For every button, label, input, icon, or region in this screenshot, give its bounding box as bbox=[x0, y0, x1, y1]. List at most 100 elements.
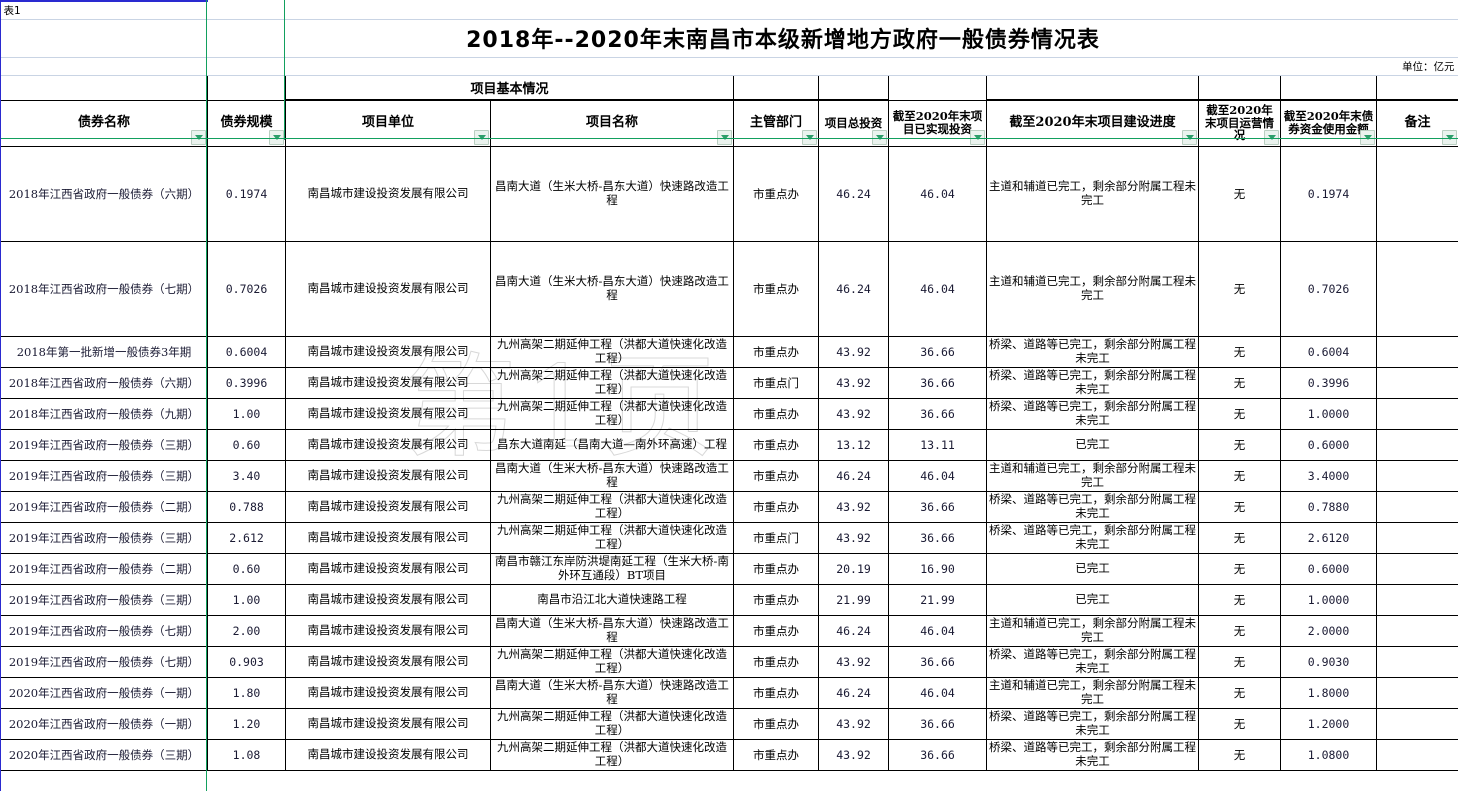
cell-project-name[interactable]: 九州高架二期延伸工程（洪都大道快速化改造工程） bbox=[490, 521, 734, 554]
cell-project-name[interactable]: 昌南大道（生米大桥-昌东大道）快速路改造工程 bbox=[490, 145, 734, 242]
filter-dropdown-icon[interactable] bbox=[802, 129, 817, 145]
cell-total-investment[interactable]: 43.92 bbox=[818, 335, 889, 368]
cell-realized-investment[interactable]: 36.66 bbox=[888, 707, 987, 740]
cell-remark[interactable] bbox=[1375, 614, 1458, 647]
cell-project-name[interactable]: 昌南大道（生米大桥-昌东大道）快速路改造工程 bbox=[490, 459, 734, 492]
cell-total-investment[interactable]: 46.24 bbox=[818, 240, 889, 337]
cell-dept[interactable]: 市重点办 bbox=[733, 552, 819, 585]
cell-dept[interactable]: 市重点办 bbox=[733, 490, 819, 523]
cell-bond-name[interactable]: 2019年江西省政府一般债券（三期） bbox=[0, 459, 208, 492]
cell-total-investment[interactable]: 46.24 bbox=[818, 676, 889, 709]
cell-project-unit[interactable]: 南昌城市建设投资发展有限公司 bbox=[285, 583, 491, 616]
filter-dropdown-icon[interactable] bbox=[970, 129, 985, 145]
table-row[interactable]: 2019年江西省政府一般债券（三期） 1.00 南昌城市建设投资发展有限公司 南昌市沿… bbox=[0, 583, 1458, 616]
cell-bond-used[interactable]: 2.6120 bbox=[1280, 521, 1377, 554]
cell-realized-investment[interactable]: 36.66 bbox=[888, 366, 987, 399]
cell-progress[interactable]: 主道和辅道已完工，剩余部分附属工程未完工 bbox=[986, 240, 1199, 337]
cell-bond-used[interactable]: 0.9030 bbox=[1280, 645, 1377, 678]
col-header-realized-investment[interactable]: 截至2020年末项目已实现投资 bbox=[888, 99, 987, 147]
cell-bond-name[interactable]: 2020年江西省政府一般债券（一期） bbox=[0, 676, 208, 709]
cell-realized-investment[interactable]: 36.66 bbox=[888, 645, 987, 678]
cell-project-unit[interactable]: 南昌城市建设投资发展有限公司 bbox=[285, 366, 491, 399]
cell-bond-name[interactable]: 2018年第一批新增一般债券3年期 bbox=[0, 335, 208, 368]
filter-dropdown-icon[interactable] bbox=[474, 129, 489, 145]
cell-project-name[interactable]: 九州高架二期延伸工程（洪都大道快速化改造工程） bbox=[490, 397, 734, 430]
cell-project-unit[interactable]: 南昌城市建设投资发展有限公司 bbox=[285, 707, 491, 740]
cell-bond-used[interactable]: 0.6000 bbox=[1280, 428, 1377, 461]
cell-total-investment[interactable]: 46.24 bbox=[818, 614, 889, 647]
cell-dept[interactable]: 市重点门 bbox=[733, 366, 819, 399]
cell-progress[interactable]: 桥梁、道路等已完工，剩余部分附属工程未完工 bbox=[986, 521, 1199, 554]
cell-realized-investment[interactable]: 46.04 bbox=[888, 614, 987, 647]
cell-bond-used[interactable]: 1.0800 bbox=[1280, 738, 1377, 771]
cell-project-name[interactable]: 昌南大道（生米大桥-昌东大道）快速路改造工程 bbox=[490, 240, 734, 337]
cell-progress[interactable]: 已完工 bbox=[986, 583, 1199, 616]
cell-remark[interactable] bbox=[1375, 583, 1458, 616]
cell-total-investment[interactable]: 21.99 bbox=[818, 583, 889, 616]
table-row[interactable]: 2020年江西省政府一般债券（一期） 1.20 南昌城市建设投资发展有限公司 九州高架… bbox=[0, 707, 1458, 740]
cell-progress[interactable]: 已完工 bbox=[986, 428, 1199, 461]
table-row[interactable]: 2018年江西省政府一般债券（七期） 0.7026 南昌城市建设投资发展有限公司 昌南… bbox=[0, 240, 1458, 337]
cell-bond-scale[interactable]: 1.20 bbox=[207, 707, 286, 740]
cell-bond-used[interactable]: 1.0000 bbox=[1280, 397, 1377, 430]
cell-realized-investment[interactable]: 46.04 bbox=[888, 459, 987, 492]
cell-project-unit[interactable]: 南昌城市建设投资发展有限公司 bbox=[285, 397, 491, 430]
cell-bond-name[interactable]: 2019年江西省政府一般债券（七期） bbox=[0, 614, 208, 647]
cell-project-unit[interactable]: 南昌城市建设投资发展有限公司 bbox=[285, 645, 491, 678]
cell-bond-used[interactable]: 0.1974 bbox=[1280, 145, 1377, 242]
cell-project-unit[interactable]: 南昌城市建设投资发展有限公司 bbox=[285, 738, 491, 771]
cell-realized-investment[interactable]: 16.90 bbox=[888, 552, 987, 585]
cell-project-name[interactable]: 南昌市沿江北大道快速路工程 bbox=[490, 583, 734, 616]
cell-project-name[interactable]: 九州高架二期延伸工程（洪都大道快速化改造工程） bbox=[490, 490, 734, 523]
cell-project-unit[interactable]: 南昌城市建设投资发展有限公司 bbox=[285, 459, 491, 492]
cell-bond-used[interactable]: 0.6000 bbox=[1280, 552, 1377, 585]
cell-bond-scale[interactable]: 0.60 bbox=[207, 428, 286, 461]
cell-realized-investment[interactable]: 46.04 bbox=[888, 676, 987, 709]
cell-total-investment[interactable]: 43.92 bbox=[818, 490, 889, 523]
cell-total-investment[interactable]: 13.12 bbox=[818, 428, 889, 461]
cell-operation[interactable]: 无 bbox=[1198, 459, 1281, 492]
cell-remark[interactable] bbox=[1375, 645, 1458, 678]
table-row[interactable]: 2018年江西省政府一般债券（九期） 1.00 南昌城市建设投资发展有限公司 九州高架… bbox=[0, 397, 1458, 430]
cell-bond-scale[interactable]: 0.3996 bbox=[207, 366, 286, 399]
cell-bond-scale[interactable]: 1.08 bbox=[207, 738, 286, 771]
cell-project-name[interactable]: 九州高架二期延伸工程（洪都大道快速化改造工程） bbox=[490, 645, 734, 678]
col-header-progress[interactable]: 截至2020年末项目建设进度 bbox=[986, 99, 1199, 147]
col-header-dept[interactable]: 主管部门 bbox=[733, 99, 819, 147]
cell-project-unit[interactable]: 南昌城市建设投资发展有限公司 bbox=[285, 145, 491, 242]
cell-bond-used[interactable]: 1.8000 bbox=[1280, 676, 1377, 709]
cell-bond-name[interactable]: 2018年江西省政府一般债券（七期） bbox=[0, 240, 208, 337]
cell-progress[interactable]: 已完工 bbox=[986, 552, 1199, 585]
cell-realized-investment[interactable]: 36.66 bbox=[888, 521, 987, 554]
cell-bond-scale[interactable]: 0.1974 bbox=[207, 145, 286, 242]
table-row[interactable]: 2019年江西省政府一般债券（二期） 0.788 南昌城市建设投资发展有限公司 九州高… bbox=[0, 490, 1458, 523]
cell-operation[interactable]: 无 bbox=[1198, 552, 1281, 585]
cell-progress[interactable]: 桥梁、道路等已完工，剩余部分附属工程未完工 bbox=[986, 645, 1199, 678]
cell-realized-investment[interactable]: 36.66 bbox=[888, 490, 987, 523]
table-row[interactable]: 2019年江西省政府一般债券（七期） 2.00 南昌城市建设投资发展有限公司 昌南大道… bbox=[0, 614, 1458, 647]
cell-total-investment[interactable]: 43.92 bbox=[818, 397, 889, 430]
cell-progress[interactable]: 主道和辅道已完工，剩余部分附属工程未完工 bbox=[986, 145, 1199, 242]
col-header-operation[interactable]: 截至2020年末项目运营情况 bbox=[1198, 99, 1281, 147]
cell-progress[interactable]: 桥梁、道路等已完工，剩余部分附属工程未完工 bbox=[986, 335, 1199, 368]
cell-dept[interactable]: 市重点办 bbox=[733, 645, 819, 678]
col-header-bond-used[interactable]: 截至2020年末债券资金使用金额 bbox=[1280, 99, 1377, 147]
cell-total-investment[interactable]: 46.24 bbox=[818, 459, 889, 492]
cell-remark[interactable] bbox=[1375, 240, 1458, 337]
table-row[interactable]: 2020年江西省政府一般债券（三期） 1.08 南昌城市建设投资发展有限公司 九州高架… bbox=[0, 738, 1458, 771]
col-header-bond-scale[interactable]: 债券规模 bbox=[207, 99, 286, 147]
cell-project-unit[interactable]: 南昌城市建设投资发展有限公司 bbox=[285, 552, 491, 585]
cell-bond-scale[interactable]: 0.7026 bbox=[207, 240, 286, 337]
cell-dept[interactable]: 市重点办 bbox=[733, 676, 819, 709]
cell-progress[interactable]: 桥梁、道路等已完工，剩余部分附属工程未完工 bbox=[986, 397, 1199, 430]
cell-dept[interactable]: 市重点办 bbox=[733, 583, 819, 616]
cell-project-name[interactable]: 昌东大道南延（昌南大道—南外环高速）工程 bbox=[490, 428, 734, 461]
filter-dropdown-icon[interactable] bbox=[1182, 129, 1197, 145]
table-row[interactable]: 2020年江西省政府一般债券（一期） 1.80 南昌城市建设投资发展有限公司 昌南大道… bbox=[0, 676, 1458, 709]
cell-progress[interactable]: 桥梁、道路等已完工，剩余部分附属工程未完工 bbox=[986, 707, 1199, 740]
cell-dept[interactable]: 市重点门 bbox=[733, 521, 819, 554]
cell-total-investment[interactable]: 43.92 bbox=[818, 521, 889, 554]
cell-realized-investment[interactable]: 46.04 bbox=[888, 145, 987, 242]
table-row[interactable]: 2019年江西省政府一般债券（七期） 0.903 南昌城市建设投资发展有限公司 九州高… bbox=[0, 645, 1458, 678]
cell-bond-name[interactable]: 2019年江西省政府一般债券（三期） bbox=[0, 428, 208, 461]
